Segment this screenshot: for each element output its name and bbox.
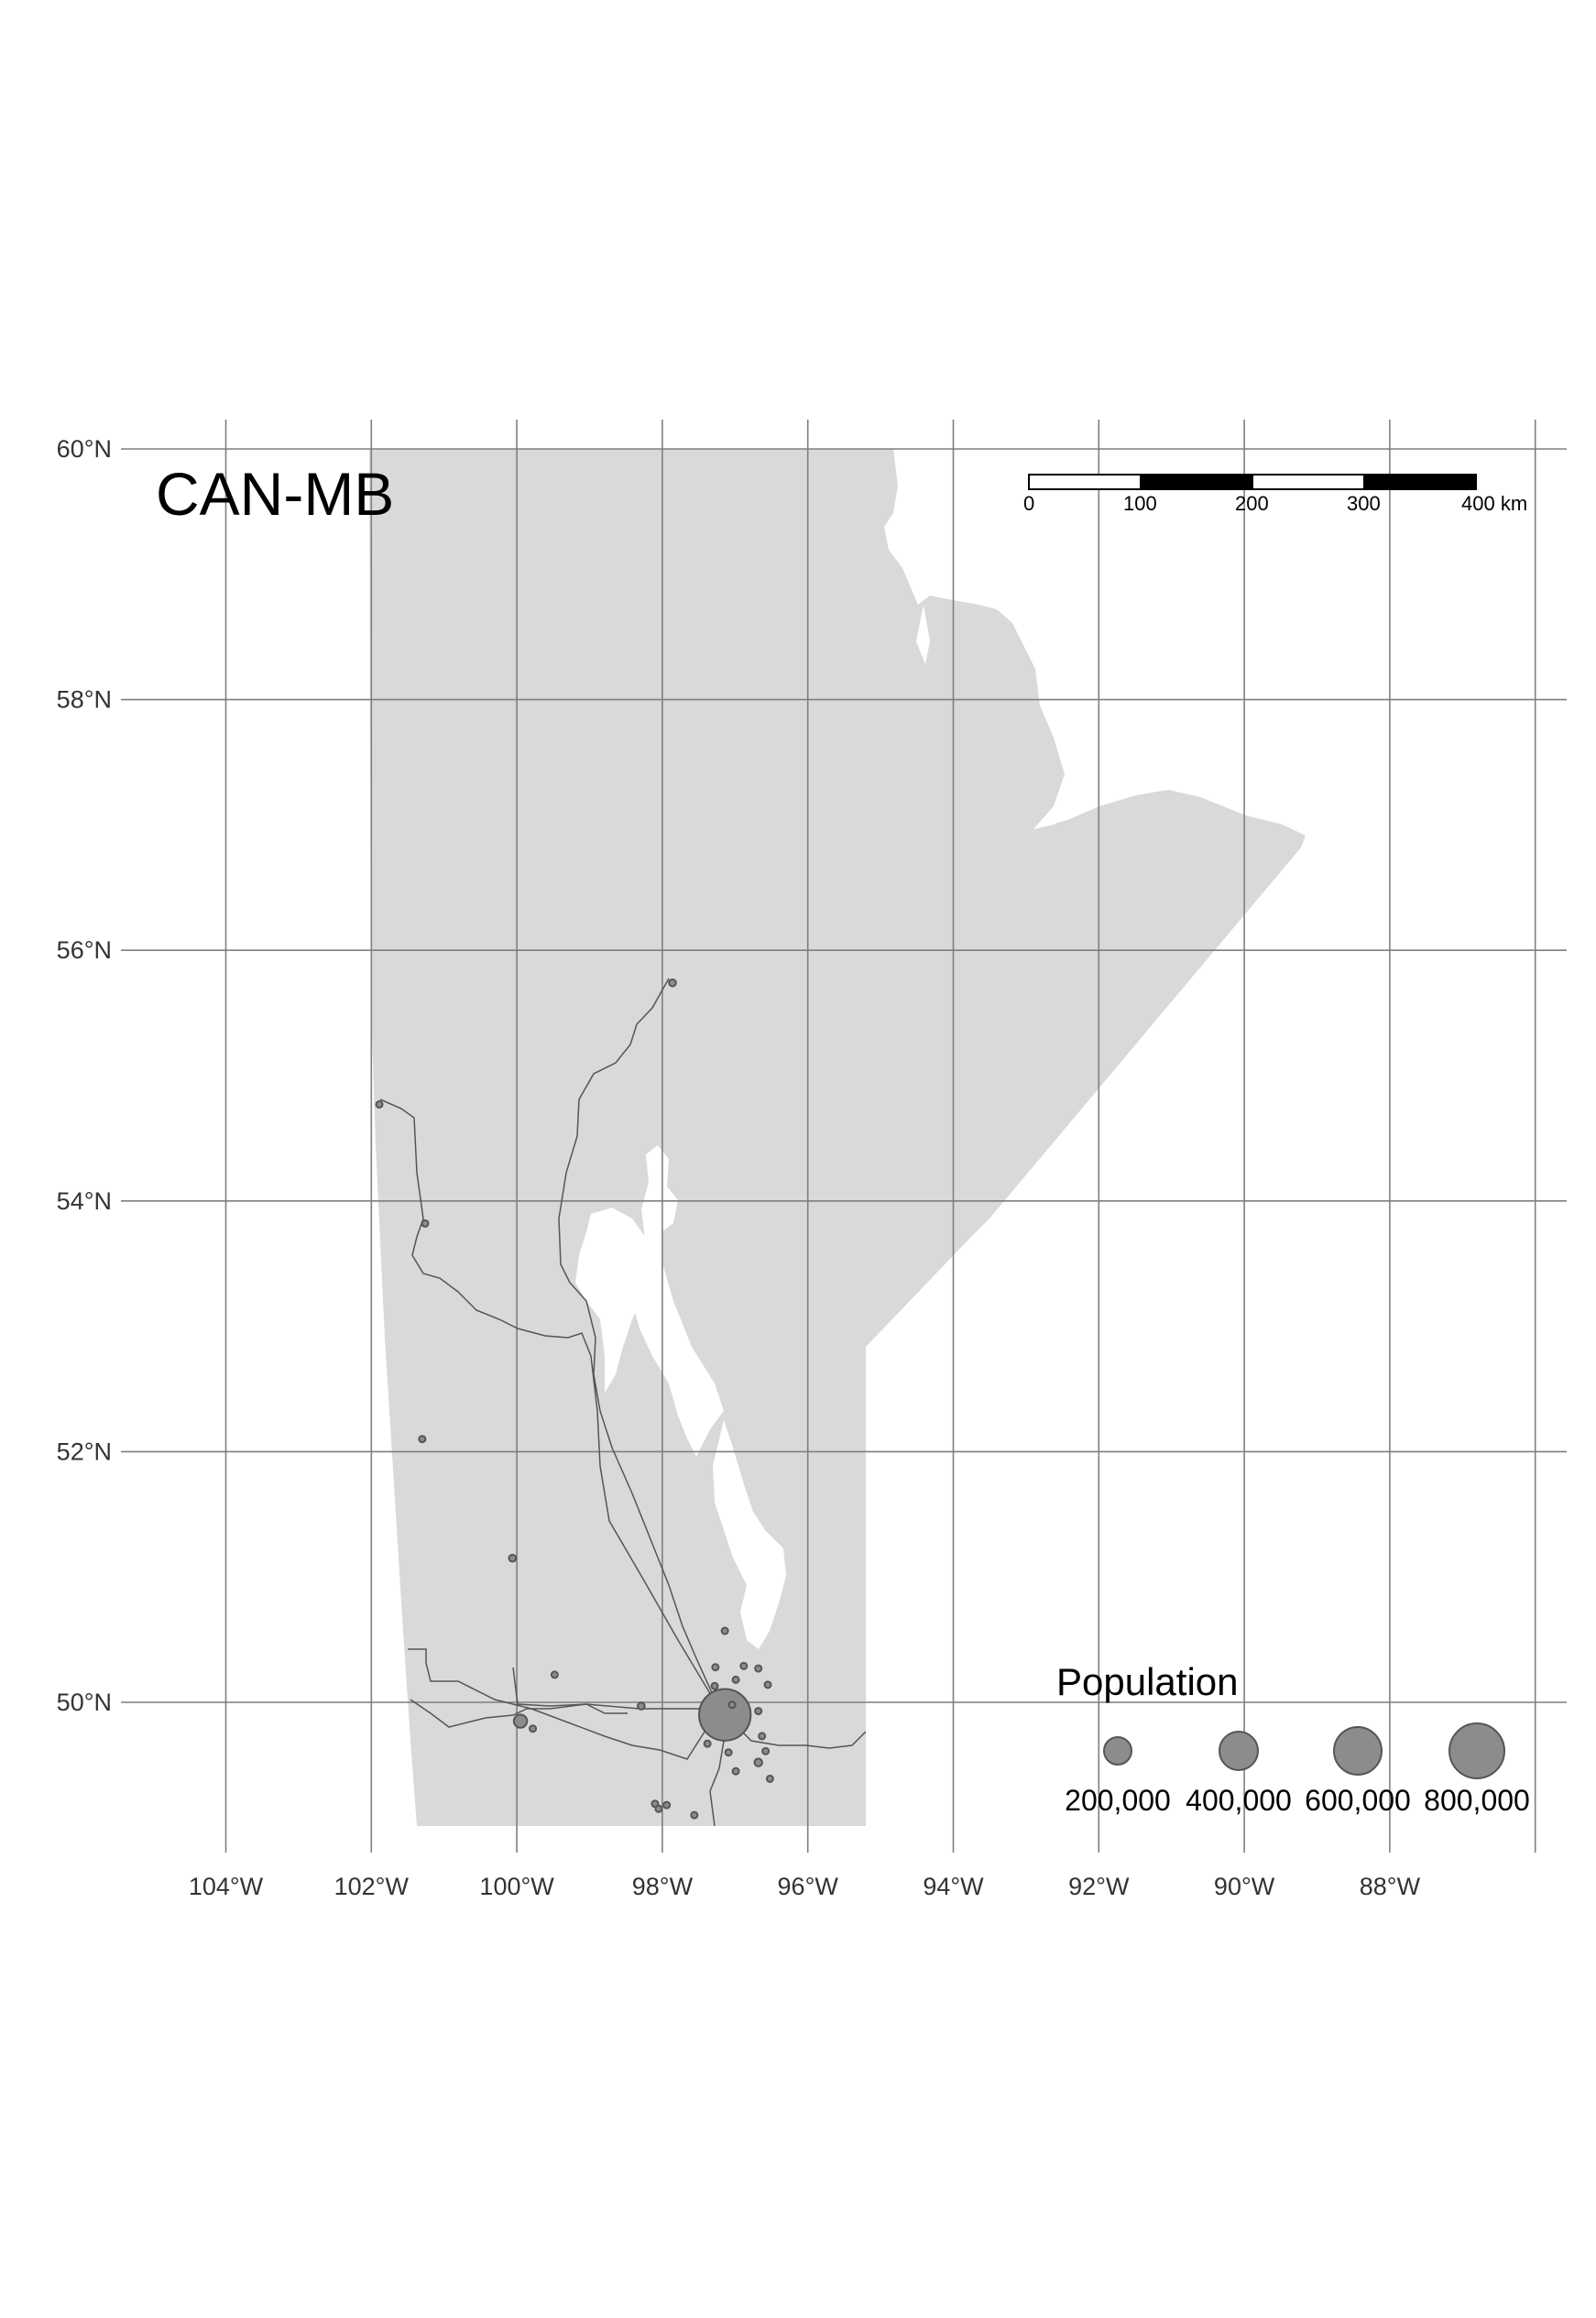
city-marker (698, 1688, 752, 1742)
scale-segment (1140, 474, 1253, 490)
city-marker (754, 1664, 763, 1673)
latitude-tick-label: 50°N (57, 1689, 112, 1716)
city-marker (761, 1746, 771, 1755)
legend-symbol (1219, 1731, 1259, 1771)
city-marker (418, 1435, 427, 1444)
city-markers (375, 978, 774, 1820)
city-marker (720, 1626, 729, 1635)
latitude-tick-label: 58°N (57, 686, 112, 714)
longitude-tick-label: 96°W (778, 1873, 839, 1900)
scale-label: 400 km (1461, 492, 1527, 515)
scale-label: 300 (1347, 492, 1381, 515)
population-legend: Population 200,000 400,000 600,000 800,0… (1056, 1660, 1530, 1817)
city-marker (668, 978, 677, 988)
city-marker (421, 1219, 430, 1228)
legend-symbol (1333, 1726, 1383, 1776)
latitude-tick-label: 54°N (57, 1187, 112, 1215)
city-marker (754, 1707, 763, 1716)
city-marker (637, 1701, 646, 1711)
city-marker (508, 1553, 518, 1563)
longitude-tick-label: 100°W (479, 1873, 554, 1900)
legend-symbol (1448, 1722, 1505, 1779)
scale-label: 100 (1123, 492, 1157, 515)
longitude-tick-label: 88°W (1360, 1873, 1421, 1900)
city-marker (529, 1724, 538, 1733)
legend-label: 600,000 (1305, 1784, 1411, 1817)
latitude-tick-label: 56°N (57, 936, 112, 964)
longitude-tick-labels: 104°W 102°W 100°W 98°W 96°W 94°W 92°W 90°W 88°W (189, 1873, 1421, 1900)
legend-label: 200,000 (1065, 1784, 1171, 1817)
legend-label: 400,000 (1186, 1784, 1292, 1817)
latitude-tick-label: 52°N (57, 1438, 112, 1465)
city-marker (550, 1670, 559, 1679)
lake (575, 1208, 652, 1393)
longitude-tick-label: 104°W (189, 1873, 264, 1900)
city-marker (727, 1700, 737, 1710)
city-marker (711, 1663, 720, 1672)
city-marker (710, 1681, 719, 1690)
city-marker (662, 1800, 672, 1810)
longitude-tick-label: 94°W (923, 1873, 984, 1900)
scale-bar: 0 100 200 300 400 km (1023, 474, 1527, 515)
scale-segment (1363, 474, 1477, 490)
lake (632, 1145, 724, 1457)
city-marker (703, 1739, 712, 1748)
city-marker (763, 1680, 772, 1689)
scale-segment (1252, 474, 1365, 490)
city-marker (739, 1661, 749, 1670)
city-marker (731, 1766, 740, 1776)
map-title: CAN-MB (156, 460, 394, 528)
longitude-tick-label: 98°W (632, 1873, 694, 1900)
city-marker (724, 1748, 733, 1757)
scale-segment (1028, 474, 1142, 490)
city-marker (512, 1713, 529, 1729)
longitude-tick-label: 90°W (1214, 1873, 1275, 1900)
water-inlet (916, 605, 930, 664)
longitude-tick-label: 92°W (1068, 1873, 1130, 1900)
city-marker (753, 1757, 763, 1767)
graticule (121, 420, 1567, 1853)
road-network (379, 978, 867, 1827)
province-region (369, 449, 1306, 1826)
lake (713, 1420, 786, 1649)
city-marker (690, 1810, 699, 1820)
legend-label: 800,000 (1424, 1784, 1530, 1817)
city-marker (731, 1675, 740, 1684)
city-marker (375, 1099, 384, 1109)
scale-label: 0 (1023, 492, 1034, 515)
scale-label: 200 (1235, 492, 1269, 515)
latitude-tick-label: 60°N (57, 435, 112, 463)
city-marker (758, 1732, 767, 1741)
city-marker (765, 1774, 774, 1783)
city-marker (654, 1804, 663, 1813)
legend-title: Population (1056, 1660, 1239, 1703)
legend-symbol (1103, 1736, 1132, 1766)
lake (728, 1503, 749, 1567)
longitude-tick-label: 102°W (334, 1873, 410, 1900)
water-inlet (1033, 814, 1077, 829)
latitude-tick-labels: 60°N 58°N 56°N 54°N 52°N 50°N (57, 435, 112, 1716)
